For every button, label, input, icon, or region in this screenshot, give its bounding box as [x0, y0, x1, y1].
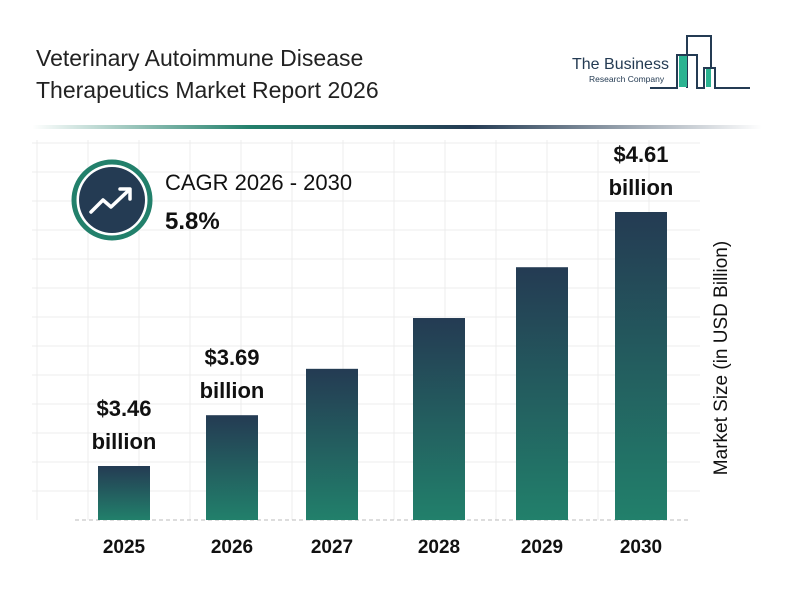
x-tick-label: 2027 [311, 537, 353, 558]
title-line-2: Therapeutics Market Report 2026 [36, 77, 379, 103]
logo-text: The Business [572, 56, 669, 73]
trending-up-icon [71, 159, 153, 241]
x-tick-label: 2030 [620, 537, 662, 558]
data-label-amount: $3.69 [204, 345, 259, 370]
data-label-unit: billion [609, 175, 674, 200]
cagr-value: 5.8% [165, 208, 220, 235]
data-label-unit: billion [92, 429, 157, 454]
bar-2029 [516, 267, 568, 520]
x-tick-label: 2028 [418, 537, 460, 558]
data-label-amount: $3.46 [96, 396, 151, 421]
bar-2025 [98, 466, 150, 520]
logo-icon [650, 35, 750, 89]
bar-2028 [413, 318, 465, 520]
bar-2030 [615, 212, 667, 520]
page-title: Veterinary Autoimmune Disease Therapeuti… [36, 42, 379, 106]
logo-subtext: Research Company [589, 74, 665, 84]
y-axis-label: Market Size (in USD Billion) [711, 240, 732, 476]
x-tick-label: 2026 [211, 537, 253, 558]
x-tick-label: 2025 [103, 537, 146, 558]
title-line-1: Veterinary Autoimmune Disease [36, 45, 364, 71]
bar-2026 [206, 415, 258, 520]
x-tick-label: 2029 [521, 537, 563, 558]
data-label-amount: $4.61 [613, 142, 668, 167]
data-label-unit: billion [200, 378, 265, 403]
grid [32, 140, 700, 520]
divider [32, 125, 762, 129]
bar-2027 [306, 368, 358, 520]
cagr-label: CAGR 2026 - 2030 [165, 170, 353, 195]
